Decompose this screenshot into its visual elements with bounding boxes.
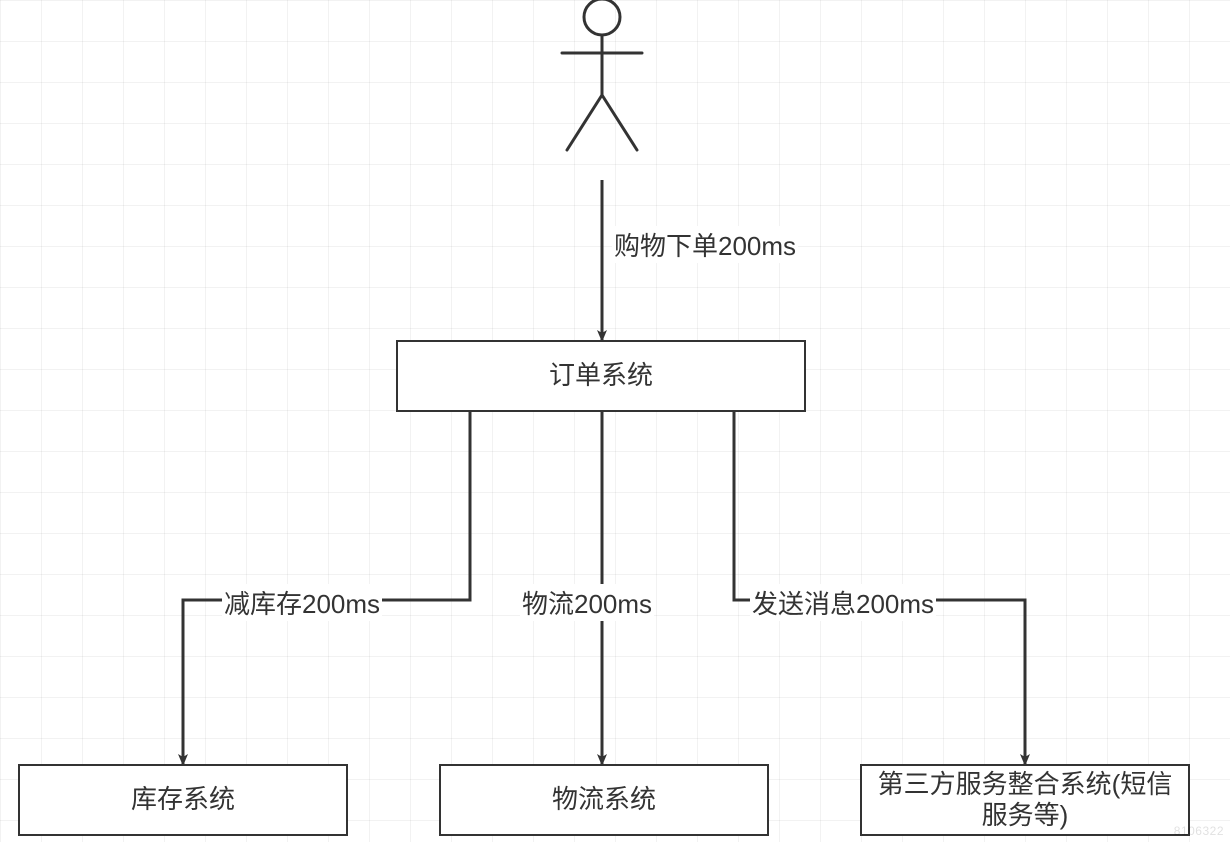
edge-label-order: 购物下单200ms <box>612 226 798 263</box>
node-label: 库存系统 <box>131 784 235 815</box>
node-thirdparty-system: 第三方服务整合系统(短信服务等) <box>860 764 1190 836</box>
node-label: 物流系统 <box>552 784 656 815</box>
node-order-system: 订单系统 <box>396 340 806 412</box>
watermark: 8106322 <box>1174 824 1224 838</box>
edge-label-logistics: 物流200ms <box>520 584 654 621</box>
grid-background <box>0 0 1230 842</box>
node-logistics-system: 物流系统 <box>439 764 769 836</box>
diagram-canvas: 订单系统 库存系统 物流系统 第三方服务整合系统(短信服务等) 购物下单200m… <box>0 0 1230 842</box>
node-label: 第三方服务整合系统(短信服务等) <box>870 769 1180 831</box>
edge-label-inventory: 减库存200ms <box>222 584 382 621</box>
edge-label-thirdparty: 发送消息200ms <box>750 584 936 621</box>
node-label: 订单系统 <box>549 360 653 391</box>
node-inventory-system: 库存系统 <box>18 764 348 836</box>
